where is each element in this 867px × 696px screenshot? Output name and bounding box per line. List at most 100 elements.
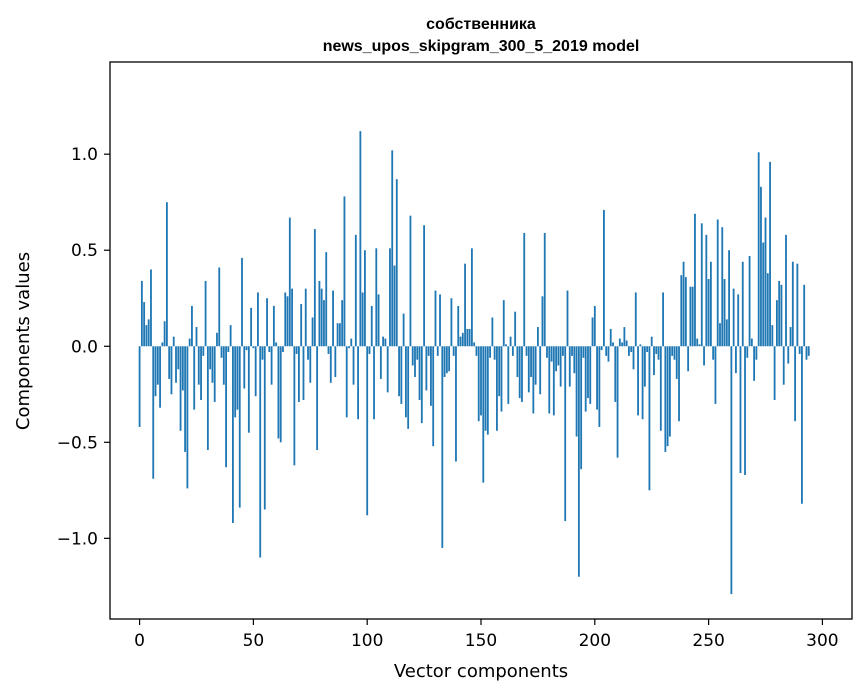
bar-component-250 — [707, 279, 710, 347]
bar-component-138 — [452, 346, 455, 356]
bar-component-167 — [518, 346, 521, 399]
bar-component-187 — [564, 346, 567, 522]
bar-component-123 — [418, 346, 421, 401]
bar-component-184 — [557, 346, 560, 366]
bar-component-276 — [766, 273, 769, 347]
bar-component-289 — [796, 263, 799, 347]
bar-component-96 — [357, 346, 359, 420]
bar-component-58 — [270, 346, 273, 385]
bar-component-56 — [266, 298, 268, 347]
bar-component-29 — [204, 280, 207, 347]
bar-component-239 — [682, 261, 685, 347]
bar-component-60 — [275, 342, 278, 347]
bar-component-158 — [498, 346, 501, 397]
bar-component-236 — [675, 346, 678, 379]
bar-component-18 — [179, 346, 182, 431]
bar-component-249 — [705, 234, 708, 347]
bar-component-287 — [791, 261, 794, 347]
bar-component-70 — [298, 346, 300, 402]
bar-component-105 — [377, 294, 380, 347]
bar-component-22 — [188, 338, 191, 347]
bar-component-107 — [382, 336, 385, 347]
bar-component-159 — [500, 346, 503, 412]
bar-component-210 — [616, 346, 619, 458]
bar-component-190 — [571, 346, 573, 356]
bars-group — [138, 131, 810, 595]
bar-component-83 — [327, 346, 330, 354]
bar-component-34 — [216, 332, 218, 347]
bar-component-15 — [172, 336, 175, 347]
bar-component-267 — [746, 346, 749, 358]
bar-component-260 — [730, 346, 733, 595]
bar-component-198 — [589, 346, 592, 404]
bar-component-77 — [313, 229, 316, 347]
x-axis-ticks: 0 50 100 150 200 250 300 — [134, 619, 839, 651]
bar-component-237 — [678, 346, 680, 422]
bar-component-183 — [555, 346, 558, 372]
bar-component-151 — [482, 346, 485, 483]
bar-component-274 — [762, 242, 765, 347]
bar-component-188 — [566, 290, 569, 347]
bar-component-149 — [477, 346, 480, 422]
bar-component-170 — [525, 346, 528, 356]
bar-component-30 — [206, 346, 209, 450]
bar-component-194 — [580, 346, 583, 470]
bar-component-26 — [197, 346, 200, 385]
bar-component-238 — [680, 275, 683, 347]
bar-component-261 — [732, 288, 735, 347]
bar-component-176 — [539, 346, 542, 395]
bar-component-92 — [348, 346, 350, 349]
bar-component-0 — [138, 346, 141, 427]
bar-component-258 — [725, 319, 728, 347]
bar-component-209 — [614, 346, 617, 402]
bar-component-211 — [618, 338, 621, 347]
bar-component-80 — [320, 288, 323, 347]
bar-component-284 — [785, 234, 787, 347]
bar-component-5 — [150, 269, 152, 347]
plot-frame — [109, 61, 853, 620]
bar-component-12 — [165, 202, 168, 347]
bar-component-168 — [521, 346, 523, 402]
bar-component-254 — [716, 219, 719, 347]
bar-component-293 — [805, 346, 808, 360]
bar-component-214 — [625, 340, 628, 347]
bar-component-45 — [241, 257, 243, 347]
bar-component-115 — [400, 346, 403, 404]
bar-component-290 — [798, 346, 801, 354]
bar-component-142 — [461, 332, 464, 347]
bar-component-118 — [407, 346, 410, 429]
bar-component-220 — [639, 344, 642, 347]
bar-component-120 — [411, 346, 414, 366]
bar-component-9 — [159, 346, 161, 408]
bar-component-165 — [514, 311, 517, 347]
bar-component-109 — [386, 346, 389, 393]
bar-component-140 — [457, 305, 460, 347]
bar-component-185 — [559, 346, 562, 387]
bar-component-150 — [480, 346, 482, 416]
y-axis-ticks: −1.0 −0.5 0.0 0.5 1.0 — [57, 145, 110, 549]
bar-component-171 — [527, 346, 530, 393]
x-tick-label: 50 — [243, 631, 265, 651]
bar-component-113 — [395, 179, 398, 347]
bar-component-25 — [195, 327, 198, 347]
bar-component-19 — [181, 346, 184, 391]
bar-component-44 — [238, 346, 241, 508]
bar-component-111 — [391, 150, 394, 347]
chart-title-line1: собственника — [426, 16, 536, 33]
bar-component-195 — [582, 346, 585, 358]
bar-component-148 — [475, 346, 478, 356]
bar-component-16 — [175, 346, 177, 383]
bar-component-117 — [404, 346, 407, 418]
bar-component-255 — [719, 323, 721, 347]
bar-component-203 — [600, 346, 603, 351]
bar-component-245 — [696, 338, 699, 347]
bar-component-129 — [432, 346, 435, 447]
x-tick-label: 150 — [465, 631, 497, 651]
bar-component-218 — [634, 292, 637, 347]
x-tick-label: 100 — [351, 631, 383, 651]
bar-component-62 — [279, 346, 282, 443]
bar-component-33 — [213, 346, 216, 402]
bar-component-208 — [612, 342, 614, 347]
bar-component-268 — [748, 255, 751, 347]
